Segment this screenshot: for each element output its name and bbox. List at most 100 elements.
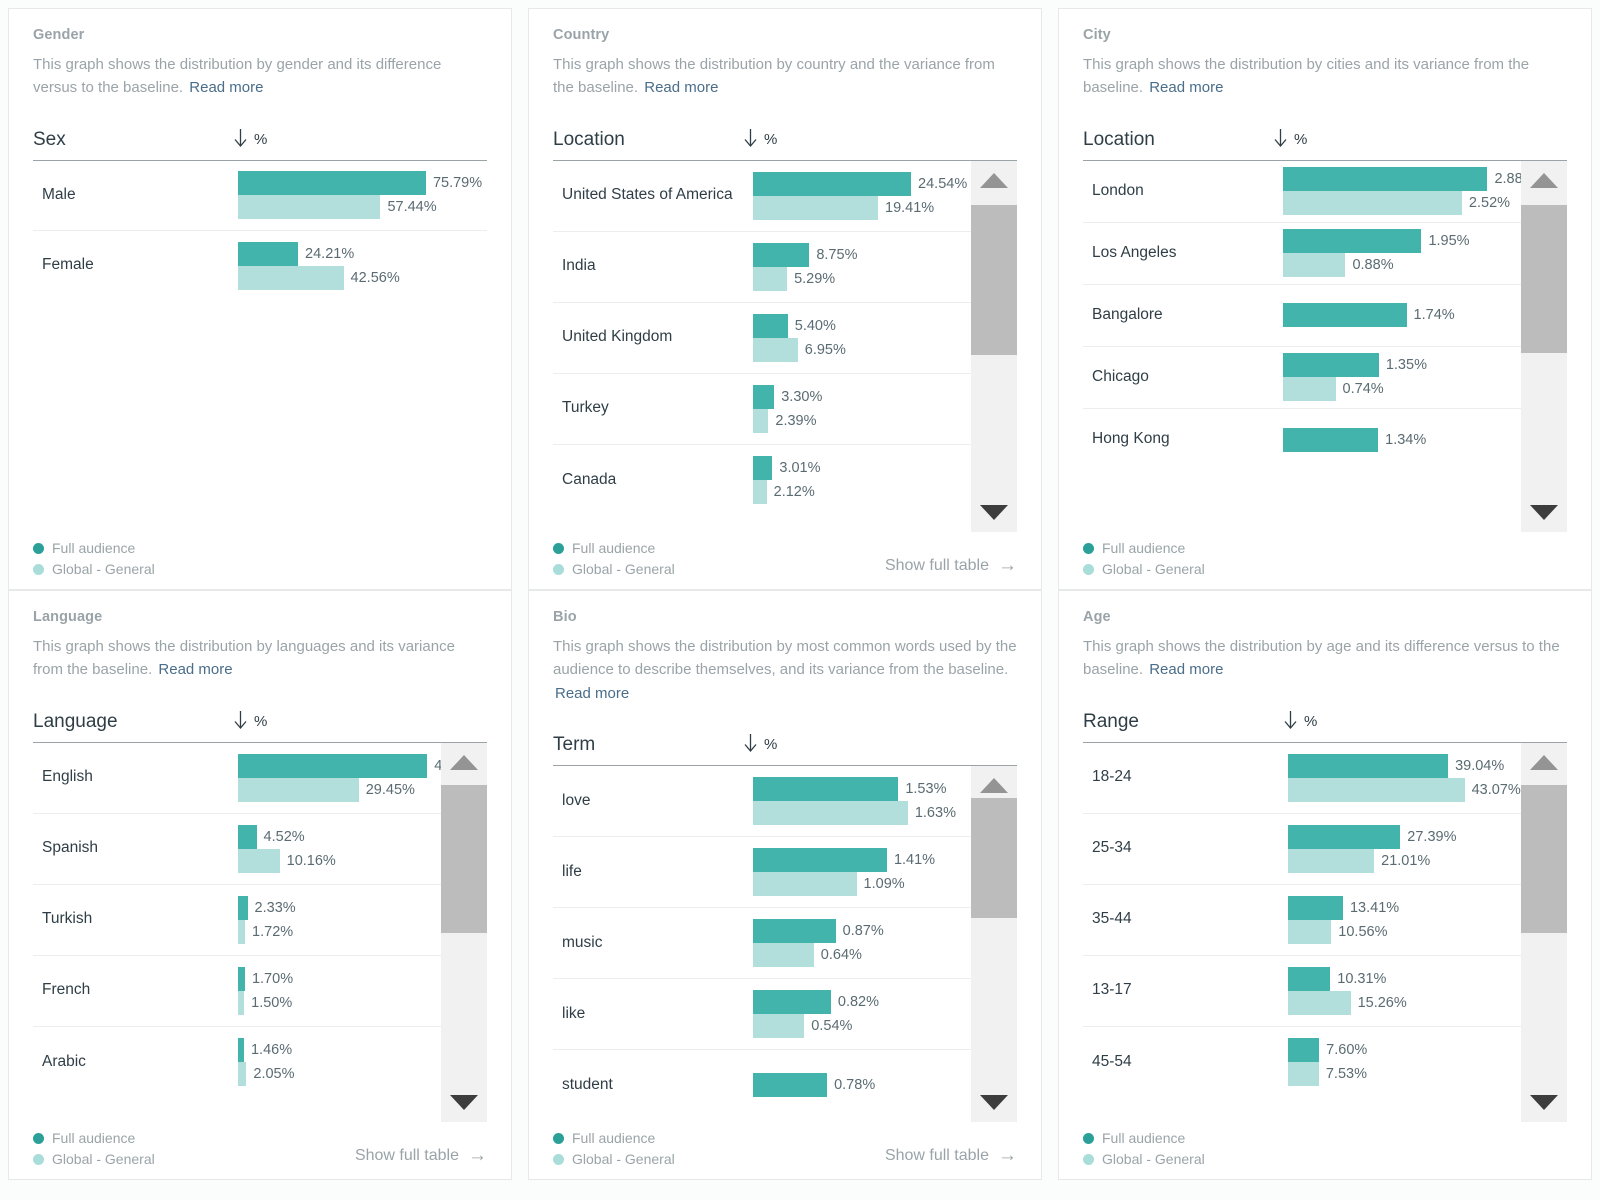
table-row[interactable]: India 8.75% 5.29% [553, 232, 1017, 303]
read-more-link[interactable]: Read more [644, 79, 719, 97]
scrollbar-thumb[interactable] [441, 784, 487, 933]
legend-item-full-audience: Full audience [33, 1130, 155, 1146]
table-row[interactable]: United Kingdom 5.40% 6.95% [553, 303, 1017, 374]
baseline-bar-line: 0.88% [1283, 253, 1470, 277]
show-full-table-link[interactable]: Show full table → [885, 556, 1017, 577]
table-row[interactable]: English46.15%29.45% [33, 743, 487, 814]
row-bars: 3.30% 2.39% [753, 384, 822, 433]
vertical-scrollbar[interactable] [971, 160, 1017, 532]
column-header-percent[interactable]: % [1273, 128, 1307, 151]
table-row[interactable]: Turkish 2.33% 1.72% [33, 885, 487, 956]
legend-item-global-general: Global - General [33, 561, 155, 577]
column-header-label[interactable]: Location [1083, 128, 1155, 150]
show-full-table-link[interactable]: Show full table → [885, 1146, 1017, 1167]
primary-bar-value: 5.40% [794, 317, 836, 334]
primary-bar [753, 989, 831, 1014]
read-more-link[interactable]: Read more [158, 661, 233, 679]
show-full-table-link[interactable]: Show full table → [355, 1146, 487, 1167]
baseline-bar-line: 2.12% [753, 480, 821, 504]
table-row[interactable]: Female 24.21% 42.56% [33, 231, 487, 301]
scroll-up-arrow-icon[interactable] [980, 172, 1008, 188]
table-row[interactable]: Male 75.79% 57.44% [33, 161, 487, 231]
table-row[interactable]: life 1.41% 1.09% [553, 837, 1017, 908]
baseline-bar-value: 0.88% [1352, 257, 1394, 273]
column-header-label[interactable]: Location [553, 128, 625, 150]
column-header-percent[interactable]: % [1283, 710, 1317, 733]
table-row[interactable]: Spanish 4.52% 10.16% [33, 814, 487, 885]
read-more-link[interactable]: Read more [189, 79, 264, 97]
scroll-down-arrow-icon[interactable] [450, 1095, 478, 1110]
legend-label: Full audience [1102, 540, 1186, 556]
row-bars: 24.54% 19.41% [753, 171, 967, 220]
column-header-label[interactable]: Term [553, 733, 596, 755]
row-bars: 1.46% 2.05% [238, 1038, 295, 1086]
primary-bar-value: 75.79% [432, 175, 483, 191]
scroll-down-arrow-icon[interactable] [1530, 1095, 1558, 1110]
column-header-percent[interactable]: % [743, 128, 777, 151]
row-label: music [562, 933, 603, 951]
scroll-up-arrow-icon[interactable] [450, 754, 478, 770]
vertical-scrollbar[interactable] [1521, 160, 1567, 532]
panel-title: Country [553, 27, 610, 43]
column-header-percent[interactable]: % [743, 733, 777, 756]
vertical-scrollbar[interactable] [441, 742, 487, 1122]
scrollbar-thumb[interactable] [971, 204, 1017, 355]
scrollbar-thumb[interactable] [971, 797, 1017, 918]
column-header-percent[interactable]: % [233, 128, 267, 151]
table-row[interactable]: student 0.78% [553, 1050, 1017, 1121]
scroll-up-arrow-icon[interactable] [1530, 172, 1558, 188]
primary-bar-line: 7.60% [1288, 1038, 1367, 1062]
vertical-scrollbar[interactable] [971, 765, 1017, 1122]
table-row[interactable]: United States of America 24.54% 19.41% [553, 161, 1017, 232]
table-row[interactable]: 25-34 27.39% 21.01% [1083, 814, 1567, 885]
primary-bar-value: 24.21% [305, 245, 355, 262]
scroll-down-arrow-icon[interactable] [1530, 505, 1558, 520]
rows-viewport: United States of America 24.54% 19.41% Indi… [553, 160, 1017, 532]
read-more-link[interactable]: Read more [1149, 661, 1224, 679]
arrow-right-icon: → [468, 1145, 487, 1166]
table-row[interactable]: Canada 3.01% 2.12% [553, 445, 1017, 516]
rows-viewport: 18-24 39.04% 43.07% 25-34 27.39% 21.01% 35-44 1… [1083, 742, 1567, 1122]
column-header-label[interactable]: Language [33, 710, 118, 732]
scrollbar-thumb[interactable] [1521, 204, 1567, 353]
column-header-label[interactable]: Range [1083, 710, 1139, 732]
table-row[interactable]: love 1.53% 1.63% [553, 766, 1017, 837]
baseline-bar-value: 57.44% [387, 199, 437, 215]
table-row[interactable]: 35-44 13.41% 10.56% [1083, 885, 1567, 956]
table-row[interactable]: Turkey 3.30% 2.39% [553, 374, 1017, 445]
table-row[interactable]: music 0.87% 0.64% [553, 908, 1017, 979]
baseline-bar-line: 2.52% [1283, 191, 1536, 215]
read-more-link[interactable]: Read more [555, 684, 630, 702]
table-row[interactable]: Hong Kong 1.34% [1083, 409, 1567, 471]
table-row[interactable]: Chicago 1.35% 0.74% [1083, 347, 1567, 409]
table-row[interactable]: like 0.82% 0.54% [553, 979, 1017, 1050]
scroll-up-arrow-icon[interactable] [1530, 754, 1558, 770]
row-bars: 4.52% 10.16% [238, 824, 336, 873]
legend-item-full-audience: Full audience [1083, 1130, 1205, 1146]
baseline-bar-value: 21.01% [1381, 852, 1431, 869]
table-row[interactable]: Bangalore 1.74% [1083, 285, 1567, 347]
scroll-down-arrow-icon[interactable] [980, 505, 1008, 520]
scrollbar-thumb[interactable] [1521, 784, 1567, 933]
column-header-percent[interactable]: % [233, 710, 267, 733]
read-more-link[interactable]: Read more [1149, 79, 1224, 97]
table-row[interactable]: London 2.88% 2.52% [1083, 161, 1567, 223]
row-label: 45-54 [1092, 1052, 1132, 1070]
scroll-down-arrow-icon[interactable] [980, 1095, 1008, 1110]
table-row[interactable]: 18-24 39.04% 43.07% [1083, 743, 1567, 814]
table-row[interactable]: 13-17 10.31% 15.26% [1083, 956, 1567, 1027]
table-header: Language% [33, 710, 487, 743]
vertical-scrollbar[interactable] [1521, 742, 1567, 1122]
primary-bar-line: 3.30% [753, 384, 822, 409]
table-row[interactable]: 45-54 7.60% 7.53% [1083, 1027, 1567, 1098]
table-row[interactable]: French 1.70% 1.50% [33, 956, 487, 1027]
column-header-label[interactable]: Sex [33, 128, 66, 150]
panel-cell-city: City This graph shows the distribution by… [1050, 0, 1600, 590]
arrow-down-icon [1273, 128, 1288, 151]
scroll-up-arrow-icon[interactable] [980, 777, 1008, 793]
baseline-bar-value: 0.64% [820, 946, 862, 963]
row-bars: 13.41% 10.56% [1288, 895, 1399, 944]
panel-cell-bio: Bio This graph shows the distribution by … [520, 590, 1050, 1180]
table-row[interactable]: Los Angeles 1.95% 0.88% [1083, 223, 1567, 285]
table-row[interactable]: Arabic 1.46% 2.05% [33, 1027, 487, 1098]
